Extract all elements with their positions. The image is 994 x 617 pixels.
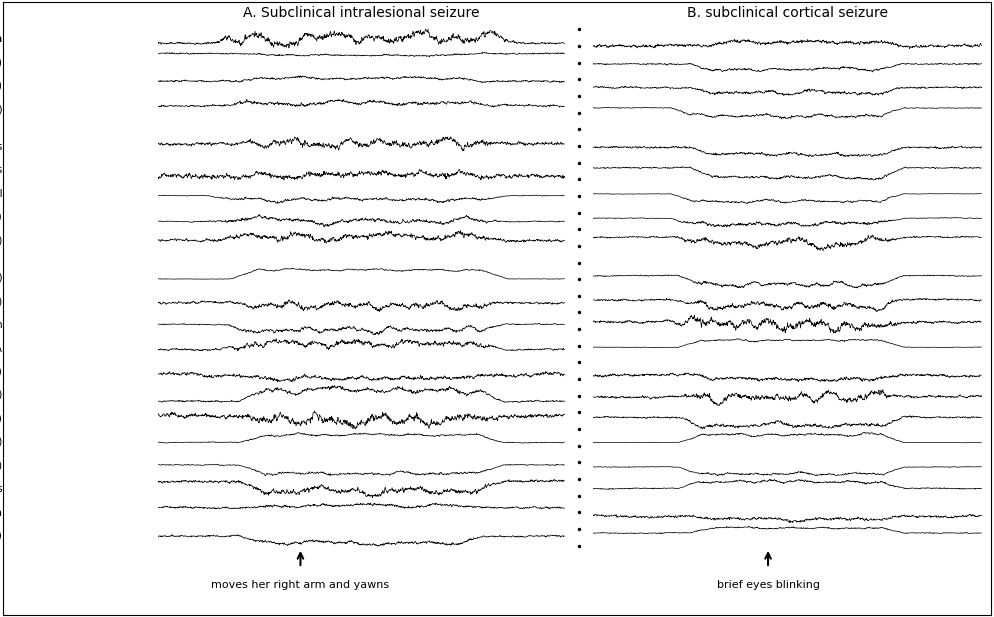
Text: R T2 (post part): R T2 (post part): [0, 414, 2, 424]
Text: A. Subclinical intralesional seizure: A. Subclinical intralesional seizure: [244, 6, 480, 20]
Text: R ant CG (BA32): R ant CG (BA32): [0, 81, 2, 91]
Text: R hippocampus: R hippocampus: [0, 484, 2, 494]
Text: Hamartoma: Hamartoma: [0, 34, 2, 44]
Text: R F1 (polar part): R F1 (polar part): [0, 273, 2, 283]
Text: R T pole (mesial): R T pole (mesial): [0, 531, 2, 541]
Text: R T pole (lateral): R T pole (lateral): [0, 461, 2, 471]
Text: L  rectus gyrus: L rectus gyrus: [0, 165, 2, 175]
Text: R T1 (post part): R T1 (post part): [0, 367, 2, 377]
Text: R ant CG (BA24): R ant CG (BA24): [0, 57, 2, 67]
Text: R rectus gyrus: R rectus gyrus: [0, 142, 2, 152]
Text: R amygdala: R amygdala: [0, 508, 2, 518]
Text: R T1 (ant part): R T1 (ant part): [0, 391, 2, 400]
Text: brief eyes blinking: brief eyes blinking: [717, 580, 819, 590]
Text: L F1 (polar part): L F1 (polar part): [0, 297, 2, 307]
Text: B. subclinical cortical seizure: B. subclinical cortical seizure: [687, 6, 888, 20]
Text: R T2 (ant part): R T2 (ant part): [0, 437, 2, 447]
Text: R F2 (basal part): R F2 (basal part): [0, 212, 2, 222]
Text: R orbito-frontal: R orbito-frontal: [0, 189, 2, 199]
Text: L F2 (basal part): L F2 (basal part): [0, 236, 2, 246]
Text: L ant CG (BA32): L ant CG (BA32): [0, 104, 2, 114]
Text: R C operculum: R C operculum: [0, 320, 2, 330]
Text: moves her right arm and yawns: moves her right arm and yawns: [212, 580, 390, 590]
Text: R SMA: R SMA: [0, 344, 2, 354]
